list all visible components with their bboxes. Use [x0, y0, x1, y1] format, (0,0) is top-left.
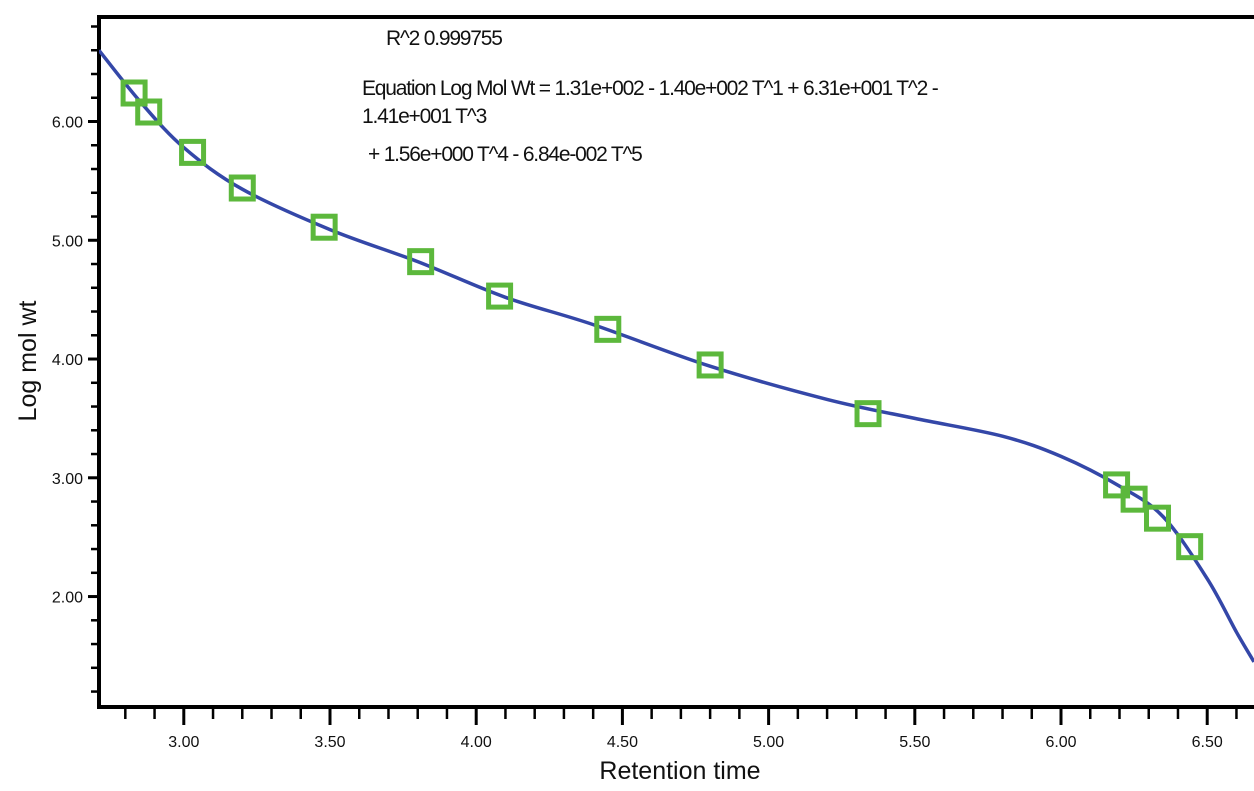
- y-tick-labels: 2.00 3.00 4.00 5.00 6.00: [52, 115, 83, 607]
- data-point-marker: [1120, 485, 1148, 513]
- x-tick-label: 5.50: [899, 734, 930, 751]
- equation-annotation-line-3: + 1.56e+000 T^4 - 6.84e-002 T^5: [368, 143, 642, 166]
- data-point-marker: [310, 213, 338, 241]
- y-tick-label: 4.00: [52, 352, 83, 369]
- x-tick-label: 6.00: [1045, 734, 1076, 751]
- equation-annotation-line-1: Equation Log Mol Wt = 1.31e+002 - 1.40e+…: [362, 77, 939, 100]
- x-major-ticks: [182, 707, 1209, 725]
- x-tick-labels: 3.00 3.50 4.00 4.50 5.00 5.50 6.00 6.50: [168, 734, 1223, 751]
- data-point-markers: [120, 79, 1204, 561]
- y-axis-title: Log mol wt: [14, 301, 42, 422]
- x-minor-ticks: [124, 707, 1238, 719]
- x-tick-label: 4.50: [607, 734, 638, 751]
- data-point-marker: [179, 138, 207, 166]
- x-tick-label: 3.50: [314, 734, 345, 751]
- data-point-marker: [135, 98, 163, 126]
- data-point-marker: [854, 400, 882, 428]
- data-point-marker: [407, 248, 435, 276]
- x-tick-label: 3.00: [168, 734, 199, 751]
- data-point-marker: [696, 351, 724, 379]
- y-major-ticks: [88, 120, 99, 599]
- data-point-marker: [594, 315, 622, 343]
- x-tick-label: 5.00: [753, 734, 784, 751]
- data-point-marker: [228, 174, 256, 202]
- data-point-marker: [1144, 504, 1172, 532]
- data-point-marker: [486, 282, 514, 310]
- y-tick-label: 5.00: [52, 233, 83, 250]
- x-tick-label: 6.50: [1192, 734, 1223, 751]
- data-point-marker: [1176, 533, 1204, 561]
- y-tick-label: 6.00: [52, 115, 83, 132]
- x-tick-label: 4.00: [461, 734, 492, 751]
- data-point-marker: [120, 79, 148, 107]
- equation-annotation-line-2: 1.41e+001 T^3: [362, 105, 487, 128]
- y-minor-ticks: [91, 25, 99, 693]
- data-point-marker: [1103, 471, 1131, 499]
- y-tick-label: 3.00: [52, 471, 83, 488]
- r-squared-annotation: R^2 0.999755: [386, 27, 502, 50]
- x-axis-title: Retention time: [599, 757, 760, 785]
- y-tick-label: 2.00: [52, 590, 83, 607]
- fit-curve-line: [99, 49, 1254, 663]
